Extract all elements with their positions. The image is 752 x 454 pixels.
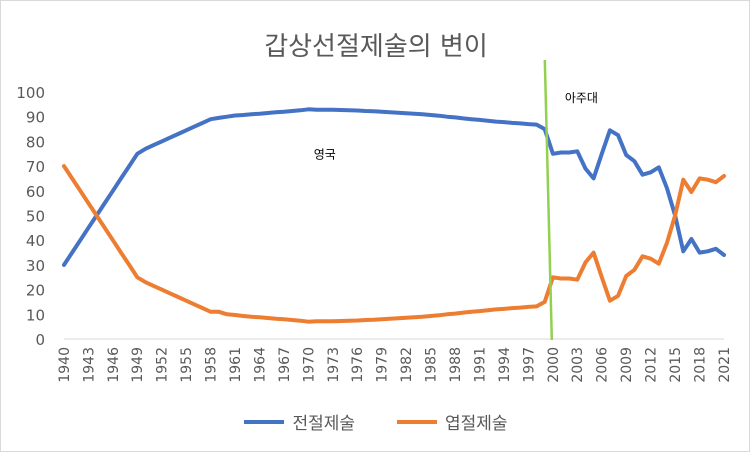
y-tick-label: 70 — [26, 158, 45, 176]
y-tick-label: 60 — [26, 183, 45, 201]
y-tick-label: 10 — [26, 306, 45, 324]
y-tick-label: 50 — [26, 208, 45, 226]
y-tick-label: 80 — [26, 133, 45, 151]
x-tick-label: 1940 — [57, 347, 73, 383]
x-tick-label: 1994 — [497, 347, 513, 383]
x-tick-label: 2000 — [546, 347, 562, 383]
annotation-label: 아주대 — [565, 91, 598, 105]
x-tick-label: 2009 — [619, 347, 635, 383]
legend-item-series2[interactable]: 엽절제술 — [397, 409, 508, 434]
x-tick-label: 1979 — [375, 347, 391, 383]
x-tick-label: 1946 — [106, 347, 122, 383]
x-tick-label: 1943 — [81, 347, 97, 383]
x-tick-label: 1982 — [399, 347, 415, 383]
x-tick-label: 1955 — [179, 347, 195, 383]
y-tick-label: 30 — [26, 257, 45, 275]
y-tick-label: 0 — [35, 331, 45, 349]
x-tick-label: 1976 — [350, 347, 366, 383]
x-tick-label: 1961 — [228, 347, 244, 383]
x-tick-label: 1958 — [204, 347, 220, 383]
y-tick-label: 40 — [26, 232, 45, 250]
x-tick-label: 1949 — [130, 347, 146, 383]
legend-item-series1[interactable]: 전절제술 — [244, 409, 355, 434]
x-tick-label: 1970 — [301, 347, 317, 383]
x-tick-label: 2015 — [668, 347, 684, 383]
vertical-marker-line — [543, 59, 554, 341]
x-tick-label: 1964 — [252, 347, 268, 383]
x-tick-label: 2003 — [570, 347, 586, 383]
legend: 전절제술 엽절제술 — [0, 409, 752, 434]
y-tick-label: 90 — [26, 109, 45, 127]
x-tick-label: 1997 — [521, 347, 537, 383]
y-tick-label: 20 — [26, 282, 45, 300]
x-tick-label: 2021 — [717, 347, 733, 383]
chart-title: 갑상선절제술의 변이 — [264, 32, 488, 62]
series-line-2 — [62, 164, 726, 324]
x-tick-label: 2012 — [644, 347, 660, 383]
legend-swatch-series2 — [397, 419, 437, 424]
x-tick-label: 2006 — [595, 347, 611, 383]
x-tick-label: 1985 — [424, 347, 440, 383]
y-tick-label: 100 — [16, 84, 45, 102]
series-line-1 — [62, 107, 726, 267]
x-tick-label: 1988 — [448, 347, 464, 383]
x-tick-label: 1991 — [472, 347, 488, 383]
x-tick-label: 2018 — [692, 347, 708, 383]
legend-label-series1: 전절제술 — [292, 414, 355, 434]
legend-label-series2: 엽절제술 — [445, 414, 508, 434]
x-tick-label: 1952 — [155, 347, 171, 383]
annotation-label: 영국 — [314, 148, 336, 162]
x-tick-label: 1967 — [277, 347, 293, 383]
x-tick-label: 1973 — [326, 347, 342, 383]
legend-swatch-series1 — [244, 419, 285, 424]
